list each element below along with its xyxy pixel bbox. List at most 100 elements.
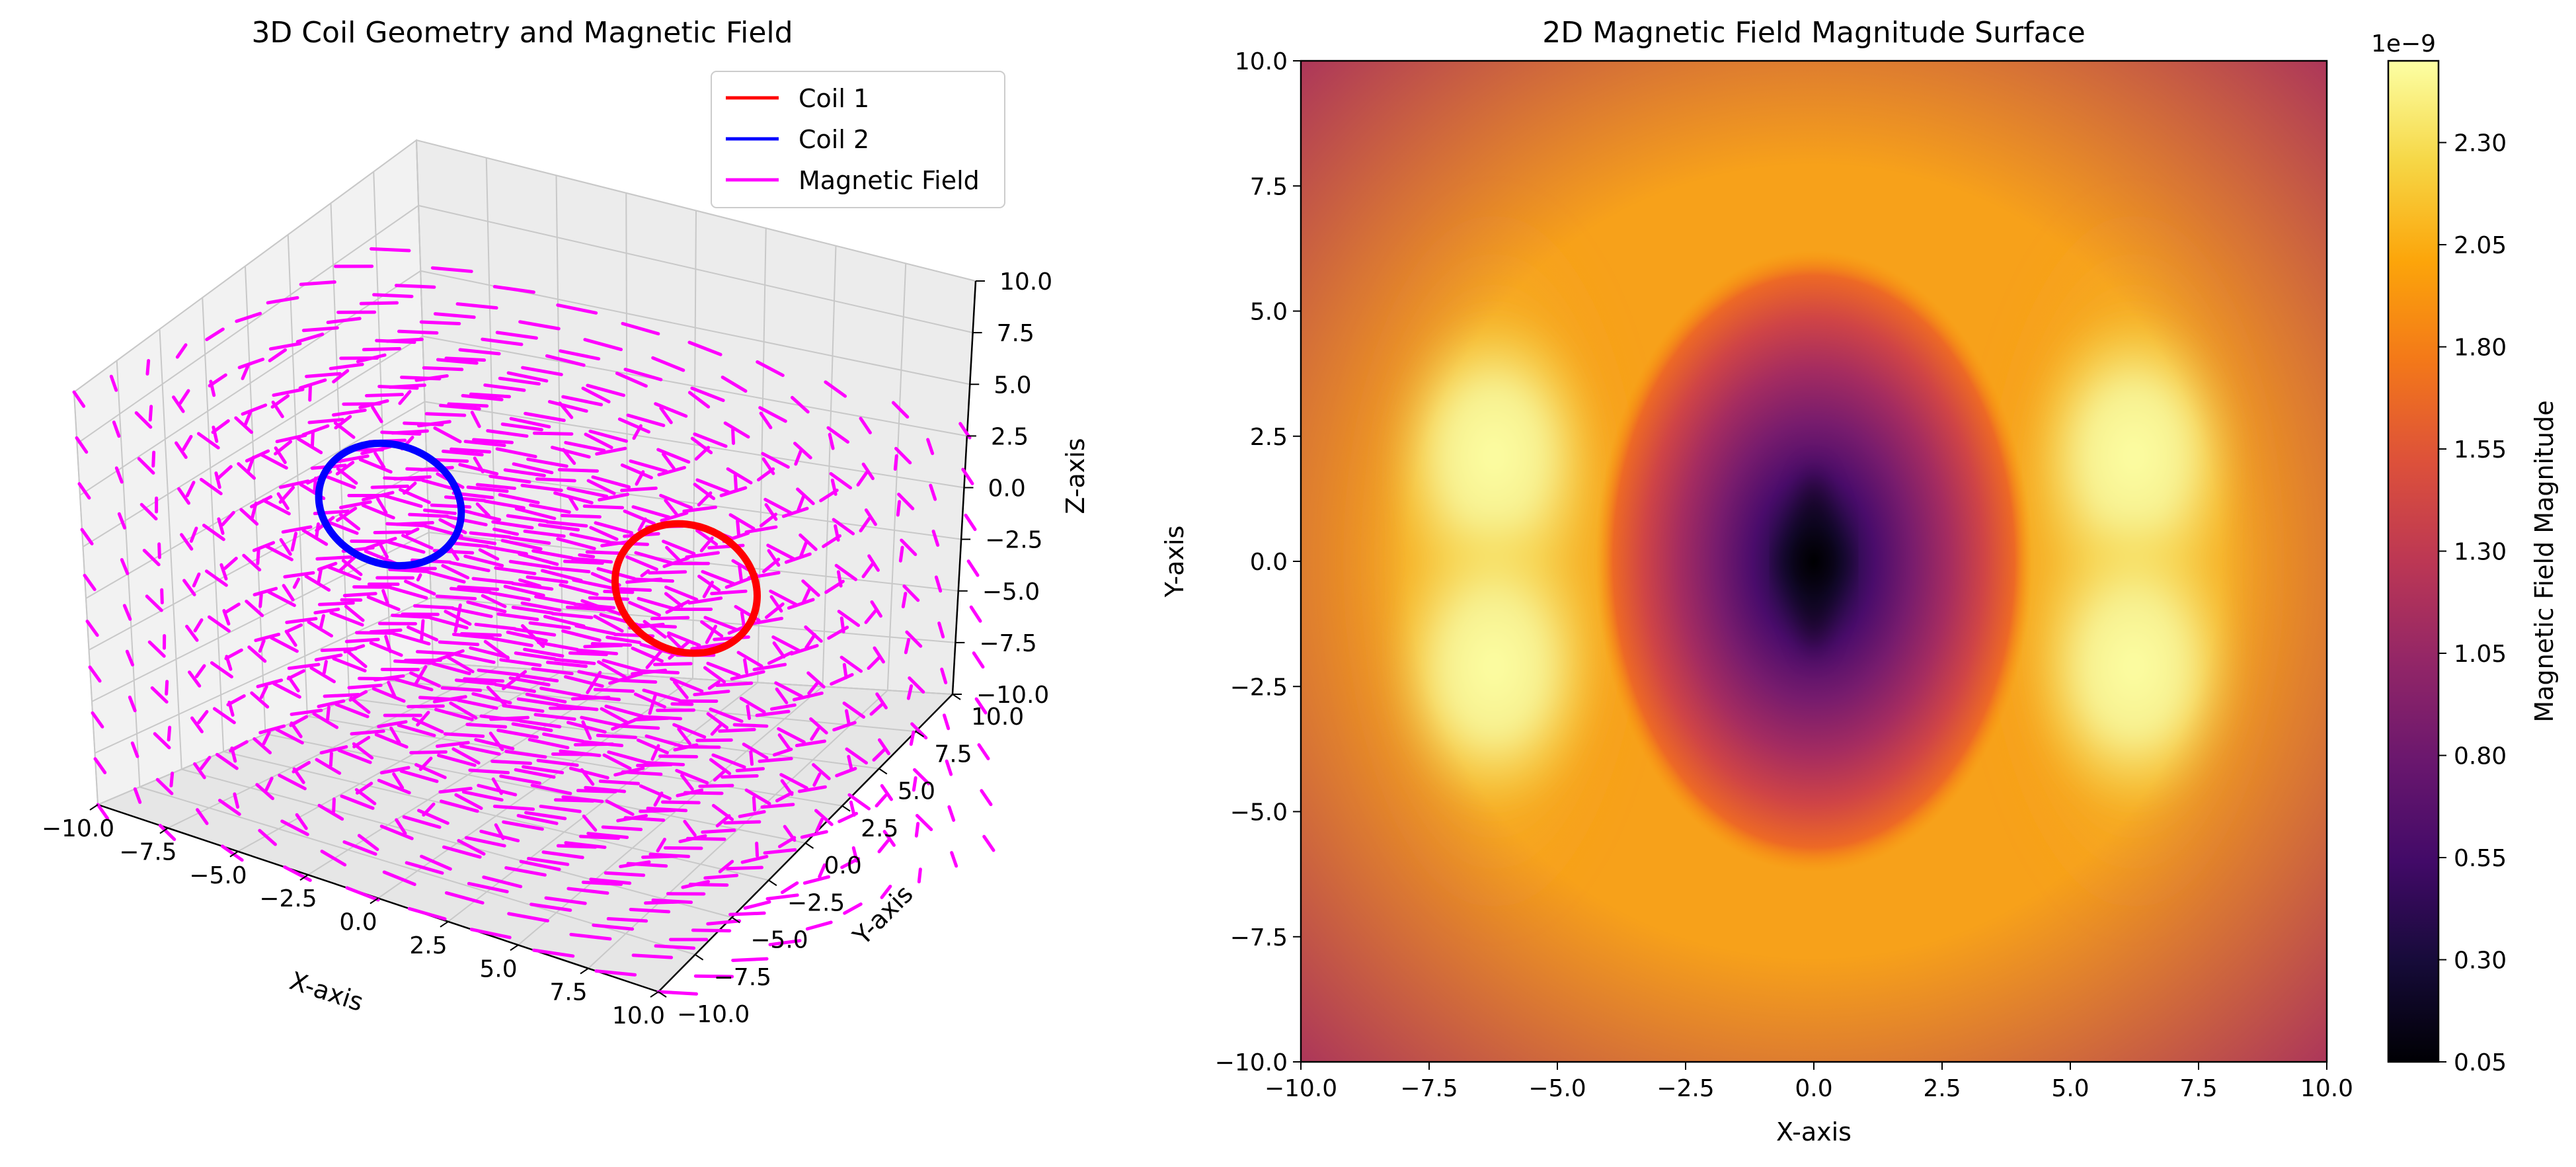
field-arrow	[279, 538, 292, 556]
field-arrow	[829, 471, 853, 490]
field-arrow	[221, 510, 235, 527]
field-arrow	[202, 524, 225, 542]
field-arrow	[738, 565, 744, 583]
field-arrow	[167, 725, 172, 742]
field-arrow	[404, 579, 436, 596]
field-arrow	[352, 585, 393, 589]
field-arrow	[356, 353, 387, 364]
field-arrow	[947, 805, 956, 822]
grid-line	[886, 263, 907, 691]
field-arrow	[449, 447, 492, 454]
field-arrow	[545, 520, 588, 528]
field-arrow	[331, 408, 367, 417]
field-arrow	[709, 707, 744, 723]
field-arrow	[842, 702, 866, 719]
field-arrow	[915, 814, 933, 832]
field-arrow	[639, 784, 672, 801]
field-arrow	[646, 807, 688, 813]
field-arrow	[643, 760, 685, 766]
field-arrow	[498, 376, 541, 386]
field-arrow	[461, 790, 504, 802]
field-arrow	[526, 458, 568, 468]
field-arrow	[491, 637, 533, 647]
x-tick-mark	[440, 921, 449, 928]
x-tick-label: 7.5	[549, 979, 587, 1006]
field-arrow	[502, 820, 544, 831]
field-arrow	[458, 463, 499, 476]
field-arrow	[518, 578, 542, 588]
field-arrow	[578, 553, 596, 559]
field-arrow	[310, 430, 315, 448]
x-tick-label: −5.0	[1528, 1075, 1586, 1102]
field-arrow	[492, 527, 520, 536]
field-arrow	[335, 454, 370, 463]
field-arrow	[706, 712, 729, 730]
z-tick-label: −2.5	[985, 527, 1042, 554]
field-arrow	[237, 462, 256, 480]
field-arrow	[180, 533, 194, 551]
field-arrow	[449, 701, 478, 720]
y-tick-mark	[915, 731, 924, 738]
field-arrow	[561, 795, 604, 803]
field-arrow	[371, 687, 406, 703]
field-arrow	[735, 767, 765, 772]
field-arrow	[281, 525, 313, 534]
field-arrow	[416, 573, 422, 582]
field-arrow	[169, 771, 175, 787]
field-arrow	[262, 731, 271, 746]
field-arrow	[910, 722, 928, 740]
field-arrow	[511, 605, 554, 615]
field-arrow	[557, 467, 599, 473]
field-arrow	[255, 783, 275, 801]
field-arrow	[897, 493, 915, 510]
field-arrow	[701, 570, 736, 586]
field-arrow	[319, 614, 325, 629]
field-arrow	[677, 727, 691, 745]
field-arrow	[438, 403, 481, 411]
field-arrow	[966, 559, 980, 577]
field-arrow	[529, 903, 572, 912]
field-arrow	[332, 657, 367, 672]
field-arrow	[675, 768, 709, 785]
field-arrow	[247, 645, 267, 663]
field-arrow	[636, 738, 669, 754]
field-arrow	[618, 724, 660, 730]
field-arrow	[917, 867, 922, 884]
field-arrow	[765, 893, 799, 901]
field-arrow	[313, 608, 340, 615]
field-arrow	[838, 811, 859, 823]
field-arrow	[335, 506, 358, 522]
field-arrow	[422, 508, 457, 515]
field-arrow	[197, 709, 209, 725]
field-arrow	[519, 860, 561, 871]
field-arrow	[723, 421, 750, 439]
field-arrow	[682, 505, 717, 513]
field-arrow	[763, 497, 793, 515]
field-arrow	[177, 487, 191, 505]
field-arrow	[914, 822, 920, 838]
field-arrow	[602, 753, 632, 770]
field-arrow	[789, 643, 819, 656]
field-arrow	[699, 536, 714, 553]
x-tick-label: 10.0	[612, 1002, 665, 1029]
chart-3d-title: 3D Coil Geometry and Magnetic Field	[251, 16, 793, 50]
x-tick-mark	[159, 827, 169, 834]
field-arrow	[440, 686, 483, 692]
field-arrow	[508, 676, 551, 687]
field-arrow	[512, 462, 554, 475]
field-arrow	[744, 788, 771, 805]
field-arrow	[428, 616, 469, 629]
field-arrow	[408, 512, 449, 518]
field-arrow	[503, 584, 545, 598]
field-arrow	[600, 707, 629, 725]
field-arrow	[810, 727, 820, 741]
field-arrow	[650, 616, 690, 621]
x-tick-mark	[510, 944, 519, 951]
field-arrow	[570, 557, 613, 564]
field-arrow	[292, 767, 305, 784]
field-arrow	[728, 911, 766, 916]
grid-line	[82, 335, 423, 547]
field-arrow	[120, 558, 130, 575]
field-arrow	[317, 568, 323, 586]
field-arrow	[543, 614, 586, 628]
